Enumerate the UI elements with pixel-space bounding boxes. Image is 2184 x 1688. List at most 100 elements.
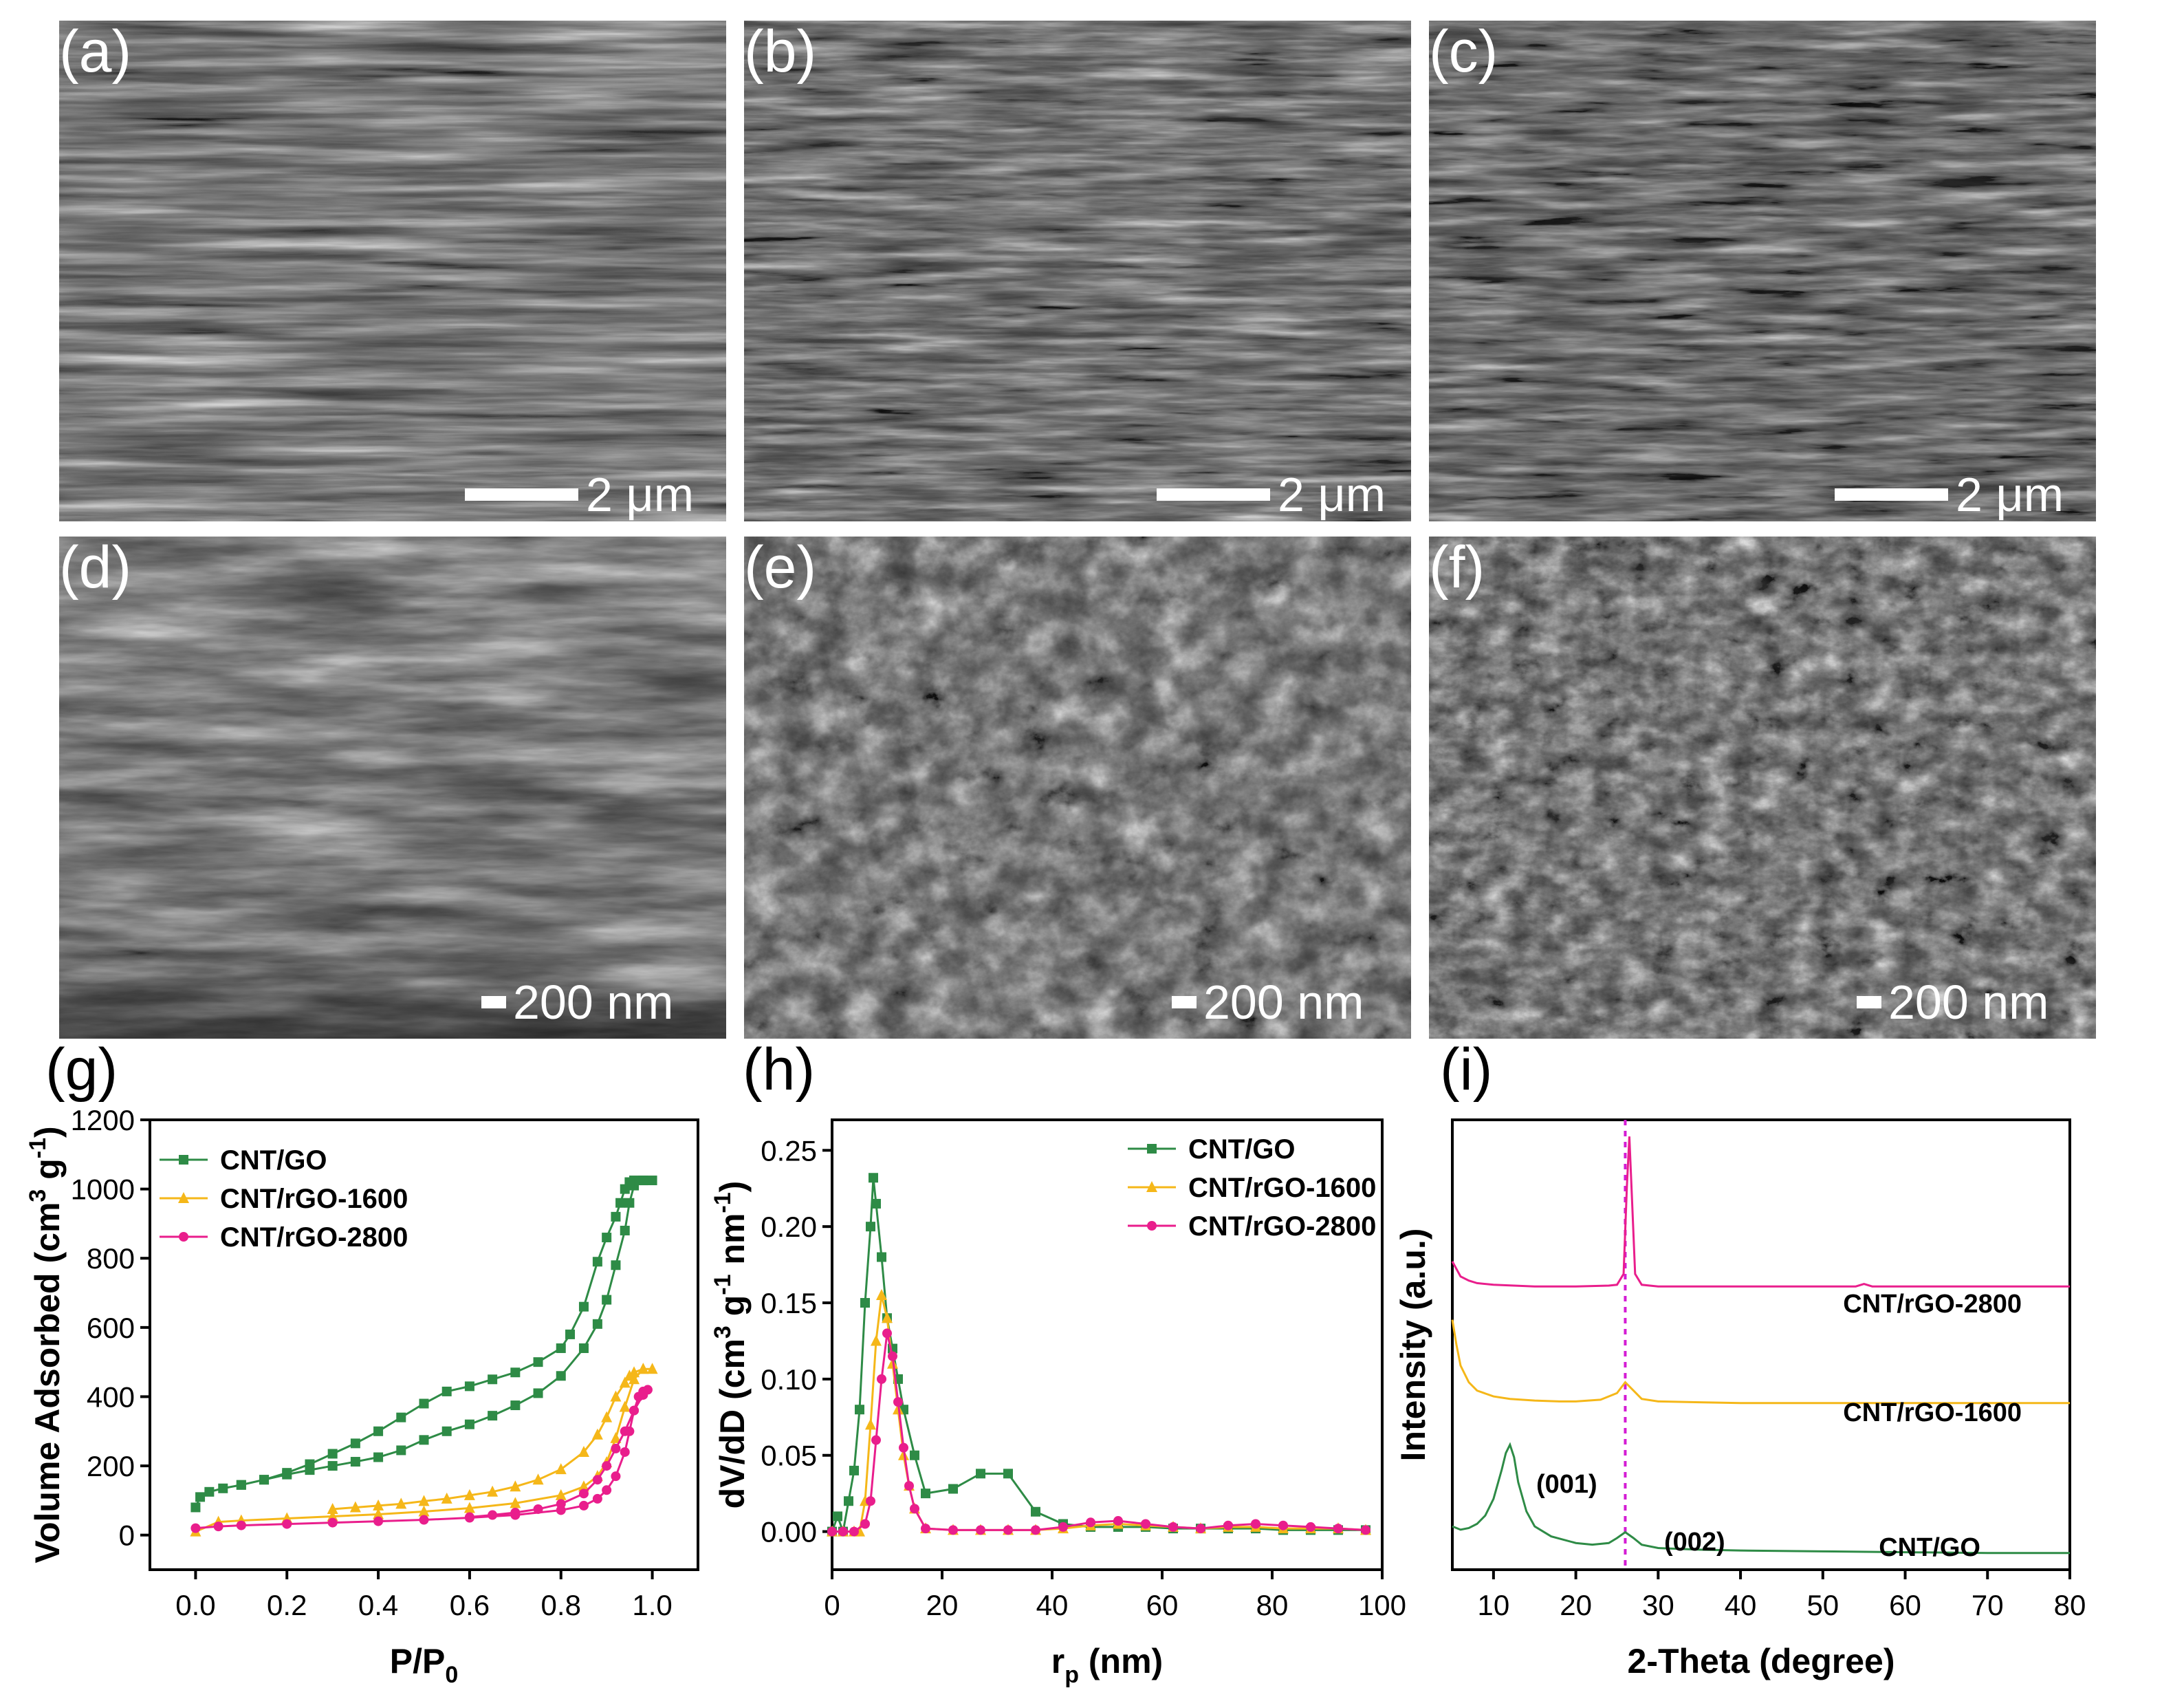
y-tick-label: 0.05 [761,1440,817,1472]
x-tick-label: 40 [1725,1589,1757,1621]
data-point [1147,1221,1157,1231]
x-axis-label: 2-Theta (degree) [1628,1642,1895,1680]
data-point [532,1473,544,1485]
data-point [565,1329,576,1339]
data-point [464,1419,474,1429]
series-CNT/rGO-2800 [827,1328,1371,1537]
data-point [578,1343,589,1354]
data-point [592,1257,602,1267]
x-tick-label: 0.8 [541,1589,581,1621]
data-point [488,1510,498,1520]
sem-image-a [59,21,726,521]
plot-frame [1451,1118,2071,1571]
series-CNT/rGO-1600 [190,1363,658,1537]
data-point [236,1480,246,1490]
data-point [624,1370,635,1381]
scale-bar [465,488,578,501]
data-point [419,1398,429,1409]
data-point [619,1376,631,1388]
data-point [178,1192,189,1203]
data-point [602,1485,612,1495]
data-point [602,1461,612,1471]
data-point [638,1176,648,1186]
series-CNT/rGO-2800 [1451,1136,2070,1288]
data-point [619,1400,631,1412]
data-point [976,1525,985,1535]
peak-annotation: (001) [1536,1470,1597,1499]
peak-annotation: (002) [1664,1528,1725,1557]
data-point [610,1431,622,1443]
sem-panel-b: (b) 2 μm [744,21,1411,521]
data-point [869,1173,878,1183]
data-point [629,1405,640,1416]
data-point [282,1468,292,1478]
legend-label: CNT/rGO-2800 [1188,1211,1376,1242]
x-axis-label: rp (nm) [1051,1642,1163,1688]
series-CNT/rGO-2800 [190,1385,653,1533]
data-point [418,1495,430,1506]
y-tick-label: 600 [87,1312,135,1344]
data-point [305,1459,315,1469]
series-CNT/GO [1452,1442,2070,1555]
y-tick-label: 0.15 [761,1287,817,1319]
data-point [510,1507,521,1517]
x-tick-label: 60 [1889,1589,1921,1621]
legend-label: CNT/rGO-2800 [220,1222,408,1253]
data-point [464,1381,474,1392]
data-point [396,1445,406,1456]
data-point [615,1198,626,1208]
data-point [871,1334,882,1346]
data-point [827,1526,837,1537]
data-point [849,1526,859,1537]
data-point [373,1516,384,1526]
data-point [899,1442,908,1453]
data-point [624,1198,635,1208]
data-point [1031,1525,1040,1535]
data-point [373,1508,384,1519]
y-tick-label: 0 [119,1519,135,1552]
data-point [1168,1522,1178,1532]
legend-label: CNT/rGO-1600 [220,1184,408,1214]
data-point [349,1501,361,1513]
data-point [556,1343,566,1354]
data-point [179,1232,188,1242]
panel-label: (f) [1429,537,1485,600]
scale-bar [1835,488,1948,501]
data-point [620,1426,630,1436]
scale-label: 2 μm [1278,468,1386,521]
y-tick-label: 0.10 [761,1363,817,1396]
data-point [578,1480,589,1492]
data-point [463,1502,475,1513]
data-point [463,1489,475,1500]
data-point [1058,1522,1068,1532]
data-point [866,1496,875,1506]
sem-panel-d: (d) 200 nm [59,537,726,1039]
x-axis-label: P/P0 [390,1642,459,1688]
data-point [488,1411,498,1421]
scale-bar [1172,996,1197,1008]
data-point [1003,1525,1013,1535]
data-point [487,1485,499,1497]
data-point [1361,1525,1371,1535]
data-point [218,1483,228,1493]
y-tick-label: 200 [87,1450,135,1482]
y-tick-label: 800 [87,1242,135,1275]
data-point [327,1461,338,1471]
series-CNT/GO [190,1176,657,1513]
data-point [948,1484,958,1494]
series-line [1452,1442,2070,1555]
data-point [441,1386,452,1396]
data-point [921,1524,930,1534]
sem-panel-a: (a) 2 μm [59,21,726,521]
sem-image-e [744,537,1411,1039]
data-point [418,1505,430,1517]
data-point [1086,1517,1095,1528]
data-point [488,1374,498,1385]
data-point [578,1301,589,1312]
data-point [904,1481,914,1491]
data-point [611,1471,621,1482]
data-point [373,1426,384,1436]
series-label: CNT/GO [1879,1533,1980,1562]
data-point [213,1522,223,1532]
scale-bar [481,996,506,1008]
